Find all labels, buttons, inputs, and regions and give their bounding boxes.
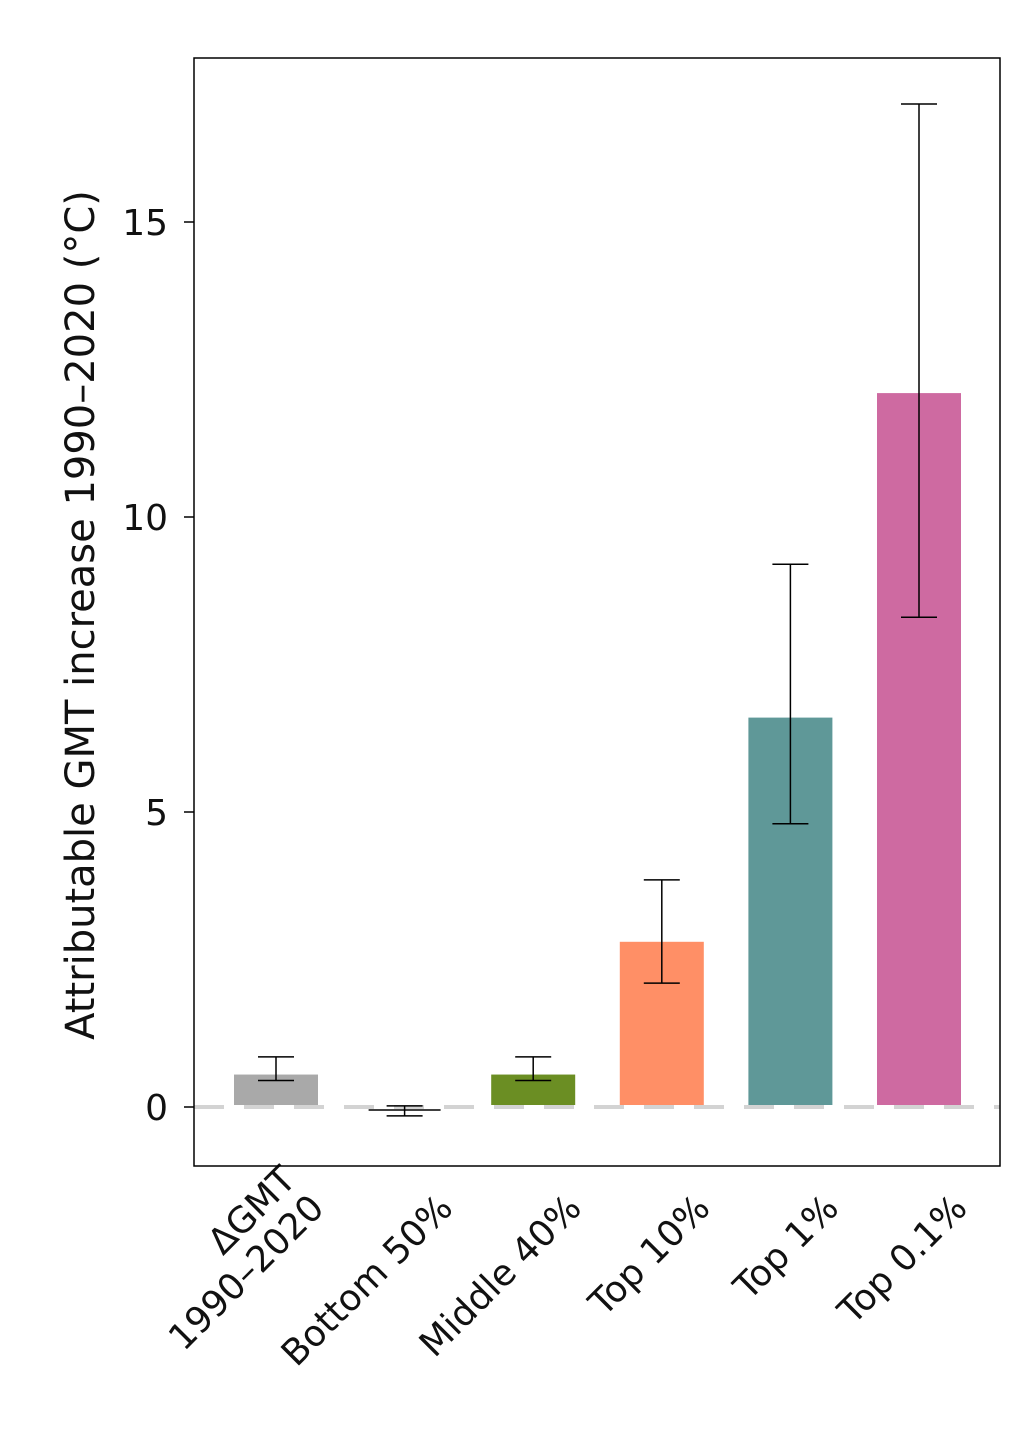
plot-frame	[193, 57, 1001, 1167]
category-label-line: Top 0.1%	[830, 1187, 975, 1332]
y-tick-label: 10	[122, 498, 168, 539]
category-label-line: Top 10%	[581, 1187, 718, 1324]
y-tick-label: 0	[145, 1088, 168, 1129]
category-label: Top 10%	[581, 1187, 718, 1324]
bars	[234, 393, 961, 1111]
y-axis-ticks: 0 5 10 15	[122, 203, 194, 1129]
y-axis-label: Attributable GMT increase 1990–2020 (°C)	[58, 190, 104, 1040]
y-tick-label: 5	[145, 793, 168, 834]
y-tick-label: 15	[122, 203, 168, 244]
category-label: Top 0.1%	[830, 1187, 975, 1332]
y-axis-label-group: Attributable GMT increase 1990–2020 (°C)	[58, 190, 104, 1040]
error-bars	[258, 103, 937, 1117]
category-label-line: Top 1%	[726, 1187, 847, 1308]
category-label: Top 1%	[726, 1187, 847, 1308]
